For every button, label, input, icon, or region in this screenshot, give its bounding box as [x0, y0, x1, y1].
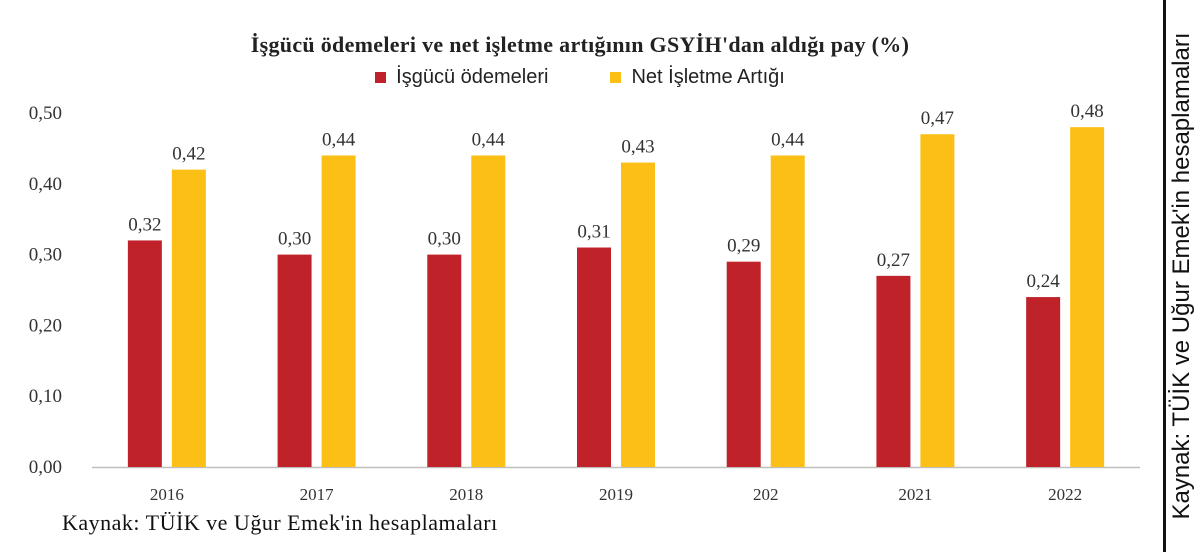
y-tick-label: 0,30	[29, 245, 62, 266]
data-label: 0,44	[322, 129, 356, 150]
bar-net-isletme	[471, 155, 506, 468]
bar-net-isletme	[1070, 127, 1105, 467]
y-tick-label: 0,20	[29, 315, 62, 336]
y-tick-label: 0,50	[29, 103, 62, 124]
legend: İşgücü ödemeleri Net İşletme Artığı	[0, 66, 1160, 89]
side-source-note: Kaynak: TÜİK ve Uğur Emek'in hesaplamala…	[1168, 32, 1195, 520]
x-tick-label: 2016	[150, 485, 184, 504]
data-label: 0,44	[472, 129, 506, 150]
bar-isgucu	[127, 240, 162, 467]
bar-isgucu	[577, 247, 611, 467]
bar-net-isletme	[920, 134, 955, 468]
data-label: 0,48	[1071, 101, 1104, 122]
x-tick-label: 2021	[898, 485, 932, 504]
y-tick-label: 0,00	[29, 457, 62, 478]
legend-item-isgucu: İşgücü ödemeleri	[375, 66, 548, 89]
data-label: 0,32	[128, 214, 161, 235]
data-label: 0,30	[428, 229, 461, 250]
x-tick-label: 2018	[449, 485, 483, 504]
legend-label-isgucu: İşgücü ödemeleri	[396, 66, 549, 88]
data-label: 0,30	[278, 229, 311, 250]
bar-net-isletme	[770, 155, 805, 468]
data-label: 0,43	[621, 137, 654, 158]
bar-isgucu	[876, 275, 911, 467]
bar-net-isletme	[171, 169, 206, 467]
legend-swatch-isgucu	[375, 72, 387, 83]
data-label: 0,44	[771, 129, 805, 150]
x-tick-label: 202	[753, 485, 779, 504]
bar-isgucu	[277, 254, 312, 467]
y-tick-label: 0,40	[29, 174, 62, 195]
x-tick-label: 2019	[599, 485, 633, 504]
data-label: 0,47	[921, 108, 954, 129]
bar-isgucu	[427, 254, 462, 467]
x-tick-label: 2017	[300, 485, 335, 504]
legend-label-net: Net İşletme Artığı	[631, 66, 785, 88]
bar-isgucu	[726, 261, 761, 467]
data-label: 0,31	[577, 222, 610, 243]
divider-line	[1163, 0, 1166, 552]
plot-area: 0,00 0,10 0,20 0,30 0,40 0,50 0,32 0,42 2016 0,30…	[29, 101, 1140, 504]
legend-swatch-net	[610, 72, 622, 83]
bar-isgucu	[1026, 297, 1061, 467]
legend-item-net: Net İşletme Artığı	[610, 66, 785, 89]
x-tick-label: 2022	[1048, 485, 1082, 504]
data-label: 0,29	[727, 236, 760, 257]
y-tick-label: 0,10	[29, 386, 62, 407]
bar-net-isletme	[321, 155, 356, 468]
bar-net-isletme	[621, 162, 655, 467]
source-note: Kaynak: TÜİK ve Uğur Emek'in hesaplamala…	[62, 510, 498, 535]
data-label: 0,42	[172, 144, 205, 165]
chart-title: İşgücü ödemeleri ve net işletme artığını…	[250, 32, 910, 57]
data-label: 0,24	[1027, 271, 1061, 292]
data-label: 0,27	[877, 250, 910, 271]
